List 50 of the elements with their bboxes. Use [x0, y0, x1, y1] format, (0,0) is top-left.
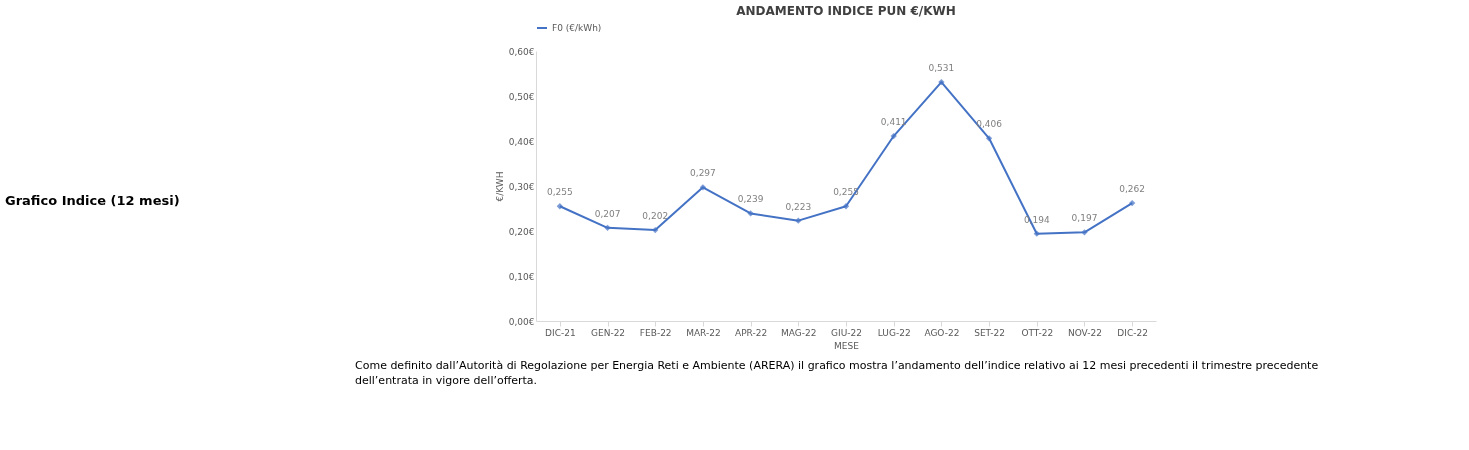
x-tick-label: APR-22: [735, 327, 768, 338]
x-tick-label: GIU-22: [831, 327, 862, 338]
data-label: 0,262: [1119, 184, 1146, 195]
y-tick-label: 0,40€: [508, 136, 535, 147]
point: [652, 226, 659, 234]
data-label: 0,223: [785, 201, 812, 212]
point: [842, 203, 850, 210]
data-label: 0,202: [642, 211, 669, 222]
point: [1128, 199, 1136, 207]
y-tick-label: 0,00€: [508, 316, 535, 327]
y-tick-label: 0,60€: [508, 46, 535, 57]
x-tick-label: NOV-22: [1067, 327, 1102, 338]
data-label: 0,297: [690, 168, 716, 179]
text: Come definito dall’Autorità di Regolazione per Energia Reti e Ambiente (ARERA) il grafico mostra l’andamento dell’indice relativo ai 12 mesi precedenti il trimestre precedente dell’entrata in vigore dell’offerta.: [355, 359, 1319, 387]
legend-label: F0 (€/kWh): [552, 23, 602, 33]
data-label: 0,239: [737, 194, 764, 205]
point: [795, 217, 802, 224]
y-axis-title: €/KWH: [494, 171, 505, 202]
data-label: 0,207: [594, 208, 621, 219]
text: Grafico Indice (12 mesi): [5, 193, 180, 208]
x-tick-label: LUG-22: [877, 327, 911, 338]
x-axis-title: MESE: [834, 340, 860, 351]
data-label: 0,255: [546, 187, 573, 198]
point: [699, 184, 707, 191]
point: [747, 210, 754, 217]
point: [604, 224, 611, 232]
x-tick-label: SET-22: [974, 327, 1005, 338]
data-label: 0,531: [928, 63, 955, 74]
x-tick-label: GEN-22: [590, 327, 626, 338]
y-tick-label: 0,10€: [508, 271, 535, 282]
point: [556, 203, 564, 210]
x-tick-label: OTT-22: [1021, 327, 1054, 338]
point: [1081, 229, 1088, 236]
point: [938, 78, 945, 86]
data-label: 0,197: [1071, 213, 1098, 224]
x-tick-label: MAG-22: [781, 327, 817, 338]
x-tick-label: MAR-22: [686, 327, 721, 338]
y-tick-label: 0,50€: [508, 91, 535, 102]
x-tick-label: DIC-21: [545, 327, 576, 338]
data-label: 0,411: [880, 117, 907, 128]
data-label: 0,406: [976, 119, 1003, 130]
point: [890, 132, 897, 140]
x-tick-label: AGO-22: [924, 327, 960, 338]
point: [985, 135, 993, 142]
chart-title: ANDAMENTO INDICE PUN €/KWH: [736, 4, 956, 18]
y-tick-label: 0,20€: [508, 226, 535, 237]
x-tick-label: FEB-22: [639, 327, 672, 338]
x-tick-label: DIC-22: [1117, 327, 1148, 338]
y-tick-label: 0,30€: [508, 181, 535, 192]
point: [1033, 230, 1040, 237]
